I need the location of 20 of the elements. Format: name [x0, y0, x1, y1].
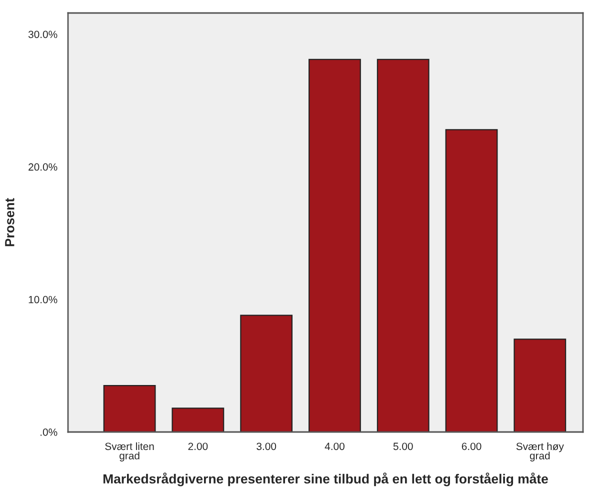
bar [514, 338, 566, 432]
bar [376, 58, 430, 432]
x-tick-label: Svært høy grad [516, 442, 564, 462]
bar [308, 58, 361, 432]
y-axis-title: Prosent [5, 198, 14, 246]
y-tick-label: 30.0% [28, 30, 58, 38]
y-tick-label: .0% [40, 428, 58, 436]
x-tick-label: 2.00 [188, 442, 208, 450]
bar [103, 385, 156, 432]
x-tick-label: 3.00 [256, 442, 276, 450]
x-axis-title: Markedsrådgiverne presenterer sine tilbud på en lett og forståelig måte [103, 472, 548, 486]
x-tick-label: 5.00 [393, 442, 413, 450]
y-tick-label: 10.0% [28, 296, 58, 304]
bar [172, 408, 224, 432]
y-tick-label: 20.0% [28, 163, 58, 171]
x-tick-label: Svært liten grad [105, 442, 154, 462]
x-tick-label: 4.00 [324, 442, 344, 450]
bar [240, 314, 293, 432]
bar [445, 129, 498, 432]
x-tick-label: 6.00 [462, 442, 482, 450]
